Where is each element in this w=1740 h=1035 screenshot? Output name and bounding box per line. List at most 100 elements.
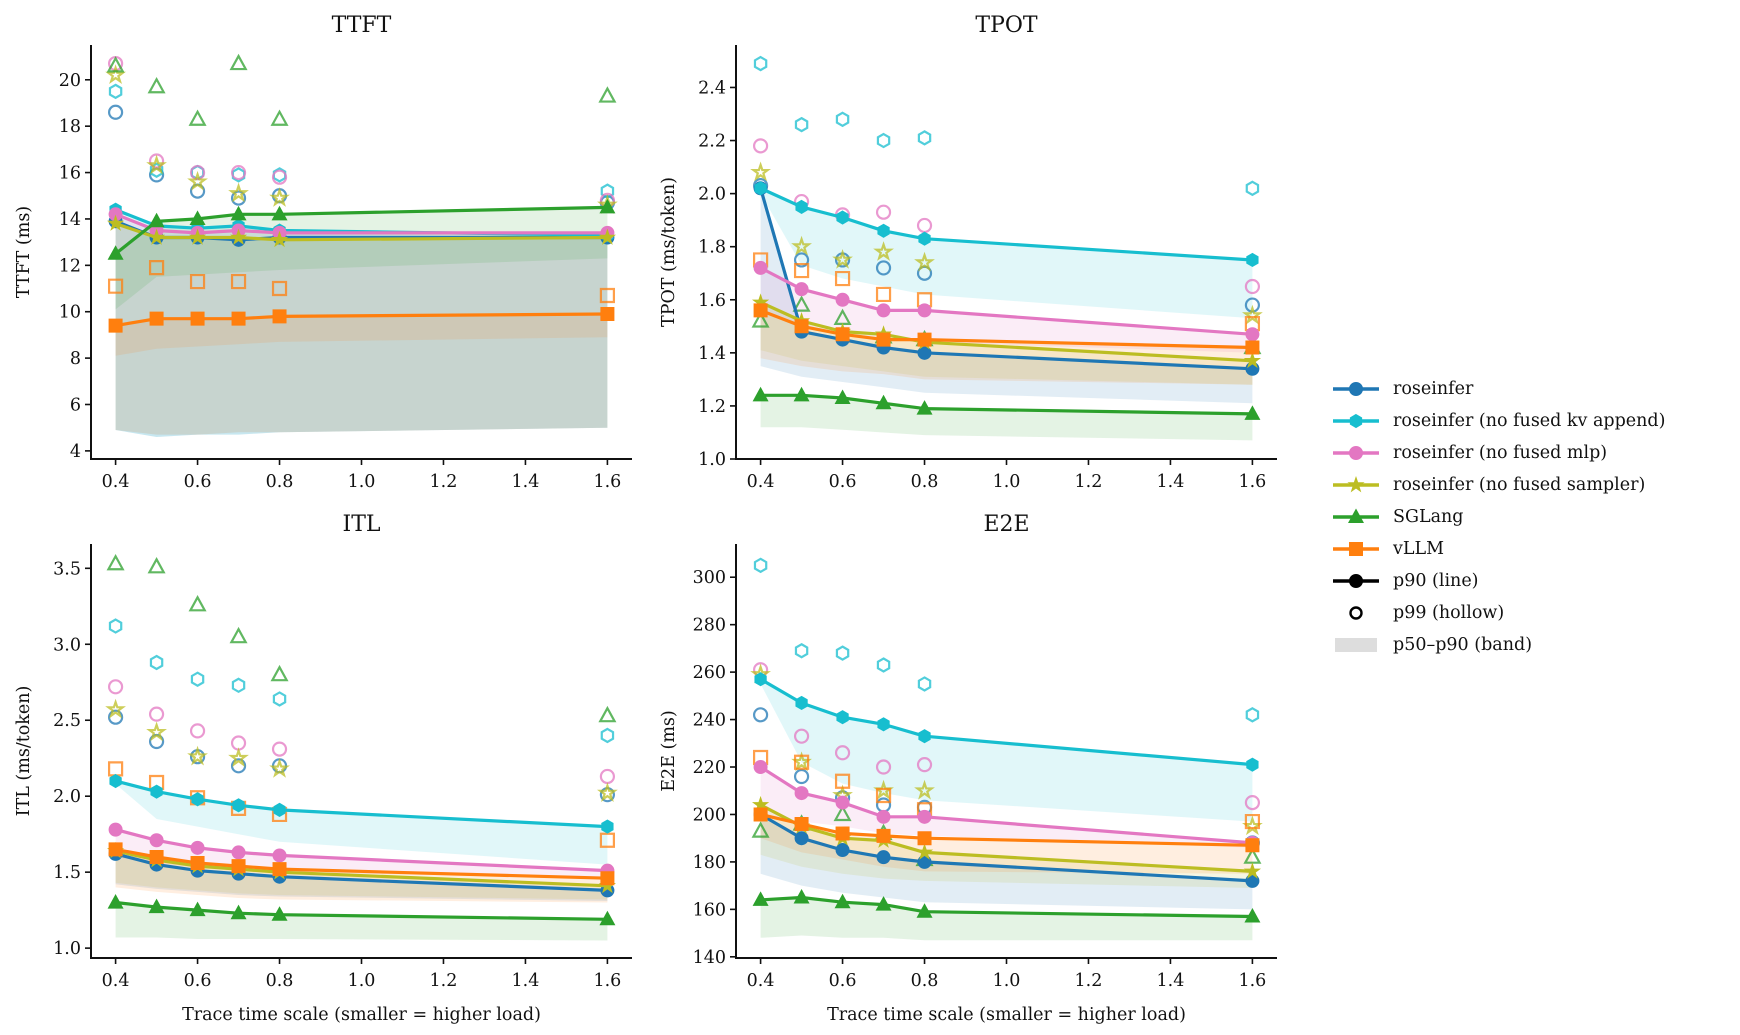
band-p50-p90 xyxy=(115,850,608,900)
y-tick-label: 180 xyxy=(693,853,726,873)
y-tick-label: 140 xyxy=(693,948,726,968)
band-p50-p90 xyxy=(115,209,608,437)
y-tick-label: 18 xyxy=(59,117,81,137)
legend-label: roseinfer (no fused kv append) xyxy=(1393,411,1666,431)
p90-marker xyxy=(1244,907,1261,923)
p99-marker xyxy=(835,645,850,661)
circle-marker-icon xyxy=(1333,446,1379,460)
p90-marker xyxy=(599,198,616,214)
p99-marker xyxy=(105,698,126,719)
legend-item: roseinfer (no fused sampler) xyxy=(1333,469,1665,501)
panel-itl: ITL 0.4 0.6 0.8 1.0 1.2 1.4 1.6 1.0 1.5 2.0 2.5 3.0 3… xyxy=(14,512,632,1025)
p90-line xyxy=(760,895,1253,919)
p99-marker xyxy=(876,657,891,673)
p90-marker xyxy=(230,904,247,920)
circle-marker-icon xyxy=(1349,606,1363,620)
x-tick-label: 0.8 xyxy=(266,472,294,492)
p90-marker xyxy=(1245,327,1260,342)
x-tick-label: 1.6 xyxy=(1238,472,1266,492)
y-tick-label: 3.0 xyxy=(53,635,81,655)
x-axis-label: Trace time scale (smaller = higher load) xyxy=(182,1005,541,1025)
p90-marker xyxy=(918,231,931,246)
p99-marker xyxy=(107,278,124,294)
p90-marker xyxy=(231,311,246,326)
x-tick-label: 0.4 xyxy=(747,971,775,991)
y-tick-label: 2.0 xyxy=(53,787,81,807)
band-p50-p90 xyxy=(115,223,608,435)
p90-line xyxy=(115,828,608,873)
legend: roseinfer roseinfer (no fused kv append) r… xyxy=(1333,373,1665,661)
p90-marker xyxy=(106,214,125,231)
p99-marker xyxy=(188,109,207,126)
p99-marker xyxy=(271,169,288,185)
x-tick-label: 0.8 xyxy=(266,971,294,991)
y-tick-label: 260 xyxy=(693,663,726,683)
x-tick-label: 1.0 xyxy=(348,971,376,991)
p90-marker xyxy=(917,332,932,347)
p90-marker xyxy=(752,386,769,402)
y-axis-label: TTFT (ms) xyxy=(14,206,34,298)
p90-line xyxy=(759,187,1253,371)
p90-marker xyxy=(189,901,206,917)
p90-marker xyxy=(835,795,850,810)
p90-line xyxy=(759,765,1253,845)
y-tick-label: 160 xyxy=(693,900,726,920)
x-tick-label: 0.6 xyxy=(184,971,212,991)
x-tick-label: 0.8 xyxy=(911,472,939,492)
p99-marker xyxy=(751,821,770,838)
p99-marker xyxy=(189,790,206,806)
p90-marker xyxy=(148,898,165,914)
p99-marker xyxy=(187,745,208,766)
p90-marker xyxy=(753,807,768,822)
p99-marker xyxy=(107,104,124,120)
p99-marker xyxy=(105,64,126,84)
p90-marker xyxy=(1243,862,1262,879)
p99-marker xyxy=(791,235,812,256)
x-tick-label: 0.4 xyxy=(747,472,775,492)
y-tick-label: 1.6 xyxy=(698,291,726,311)
p90-marker xyxy=(835,826,850,841)
p90-line xyxy=(759,813,1253,883)
p99-marker xyxy=(189,164,206,181)
p99-marker xyxy=(146,154,167,175)
legend-item: roseinfer (no fused mlp) xyxy=(1333,437,1665,469)
y-tick-label: 1.5 xyxy=(53,863,81,883)
p99-marker xyxy=(106,553,125,571)
p90-marker xyxy=(273,802,286,817)
y-tick-label: 14 xyxy=(59,210,81,230)
x-tick-label: 1.0 xyxy=(993,971,1021,991)
p90-marker xyxy=(877,223,890,238)
p99-marker xyxy=(271,280,288,297)
panel-title: E2E xyxy=(983,512,1029,537)
p90-marker xyxy=(149,311,164,326)
p99-marker xyxy=(230,164,247,181)
p99-marker xyxy=(873,241,894,261)
band-p50-p90 xyxy=(115,853,608,901)
p90-marker xyxy=(753,260,768,275)
p90-marker xyxy=(600,871,615,886)
p90-marker xyxy=(917,303,932,318)
p99-marker xyxy=(190,671,205,687)
p99-marker xyxy=(108,83,123,100)
p90-marker xyxy=(1245,838,1260,853)
p90-marker xyxy=(918,729,931,744)
p99-marker xyxy=(1244,297,1261,313)
p99-marker xyxy=(272,691,287,707)
p99-marker xyxy=(916,292,933,308)
p99-marker xyxy=(187,170,208,191)
x-tick-label: 1.2 xyxy=(430,971,458,991)
p99-marker xyxy=(835,111,850,128)
p90-marker xyxy=(876,303,891,318)
p99-marker xyxy=(793,262,810,279)
y-tick-label: 6 xyxy=(70,395,81,415)
x-tick-label: 0.4 xyxy=(102,971,130,991)
p90-marker xyxy=(794,319,809,334)
p90-marker xyxy=(794,786,809,801)
p90-marker xyxy=(875,896,892,911)
x-tick-label: 0.4 xyxy=(102,472,130,492)
p90-marker xyxy=(230,205,247,221)
p90-marker xyxy=(753,303,768,318)
p90-marker xyxy=(876,332,891,347)
y-tick-label: 1.0 xyxy=(53,939,81,959)
p99-marker xyxy=(230,735,247,751)
